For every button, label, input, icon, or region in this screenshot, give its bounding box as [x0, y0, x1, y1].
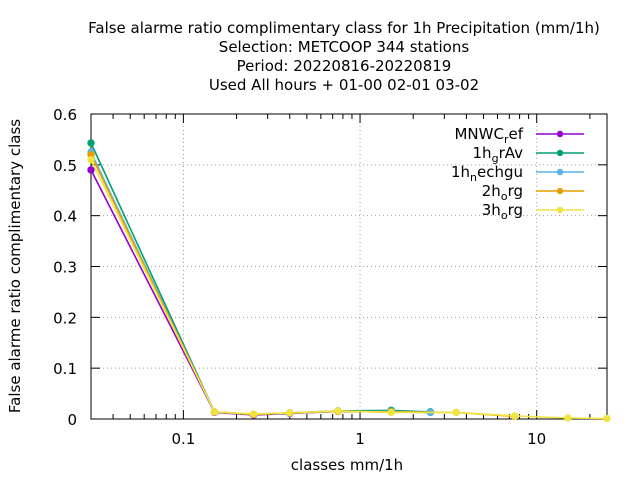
title-line-2: Selection: METCOOP 344 stations [219, 38, 470, 56]
data-point [452, 408, 460, 417]
legend-label: 1hnechgu [451, 163, 523, 184]
legend-label-tail: rg [508, 182, 523, 200]
x-tick-label: 10 [527, 430, 546, 448]
legend-label-tail: rg [508, 201, 523, 219]
legend-label-tail: echgu [477, 163, 523, 181]
data-point [87, 139, 95, 147]
y-tick-label: 0.5 [53, 157, 77, 175]
data-point [249, 410, 258, 418]
legend-label-main: MNWC [454, 125, 503, 143]
legend-swatch-marker [556, 206, 564, 214]
legend-label-sub: g [492, 152, 499, 165]
legend-item: 3horg [482, 201, 584, 222]
chart-title: False alarme ratio complimentary class f… [88, 19, 600, 94]
series-1h_nechgu [87, 148, 435, 419]
data-point [387, 408, 395, 417]
data-point [564, 414, 572, 422]
y-tick-label: 0.2 [53, 309, 77, 327]
series-group [87, 139, 611, 423]
x-tick-label: 1 [355, 430, 365, 448]
y-tick-label: 0.4 [53, 208, 77, 226]
plot-border [90, 113, 608, 420]
legend-item: MNWCref [454, 125, 584, 146]
legend-swatch-marker [556, 130, 564, 138]
y-tick-label: 0.1 [53, 360, 77, 378]
series-1h_grAv [87, 139, 435, 419]
legend-label-sub: n [470, 171, 477, 184]
axis-ticks [91, 113, 607, 420]
data-point [87, 166, 95, 174]
legend-label-sub: o [501, 209, 508, 222]
series-line [90, 154, 515, 418]
legend-label: 1hgrAv [473, 144, 524, 165]
legend-label-sub: r [504, 133, 509, 146]
legend-label: 2horg [482, 182, 523, 203]
y-tick-label: 0.3 [53, 259, 77, 277]
title-line-3: Period: 20220816-20220819 [237, 57, 452, 75]
data-point [286, 409, 294, 417]
series-line [90, 151, 431, 416]
legend-label-main: 1h [451, 163, 470, 181]
legend-item: 1hgrAv [473, 144, 584, 165]
grid [91, 114, 607, 419]
legend-swatch-marker [556, 187, 564, 195]
series-line [90, 169, 431, 416]
data-point [210, 408, 219, 416]
legend-label: 3horg [482, 201, 523, 222]
legend-swatch-marker [556, 149, 564, 157]
legend-label-main: 3h [482, 201, 501, 219]
data-point [334, 407, 342, 415]
title-line-1: False alarme ratio complimentary class f… [88, 19, 600, 37]
series-line [90, 159, 608, 420]
data-point [603, 414, 611, 423]
legend-label-main: 2h [482, 182, 501, 200]
legend-label-sub: o [501, 190, 508, 203]
legend-item: 1hnechgu [451, 163, 584, 184]
x-axis-label: classes mm/1h [291, 456, 403, 474]
x-tick-label: 0.1 [171, 430, 195, 448]
legend-label-tail: ef [508, 125, 523, 143]
legend-label-tail: rAv [499, 144, 524, 162]
series-3h_org [87, 156, 611, 423]
data-point [510, 412, 519, 420]
tick-labels: 0 0.1 0.2 0.3 0.4 0.5 0.6 0.1 1 10 [53, 106, 546, 448]
title-line-4: Used All hours + 01-00 02-01 03-02 [209, 76, 479, 94]
y-axis-label: False alarme ratio complimentary class [6, 119, 24, 413]
legend-label: MNWCref [454, 125, 523, 146]
series-line [90, 142, 431, 416]
legend-item: 2horg [482, 182, 584, 203]
legend-label-main: 1h [473, 144, 492, 162]
y-tick-label: 0.6 [53, 106, 77, 124]
series-MNWC_ref [87, 166, 435, 419]
y-tick-label: 0 [67, 411, 77, 429]
data-point [87, 156, 95, 164]
legend-swatch-marker [556, 168, 564, 176]
